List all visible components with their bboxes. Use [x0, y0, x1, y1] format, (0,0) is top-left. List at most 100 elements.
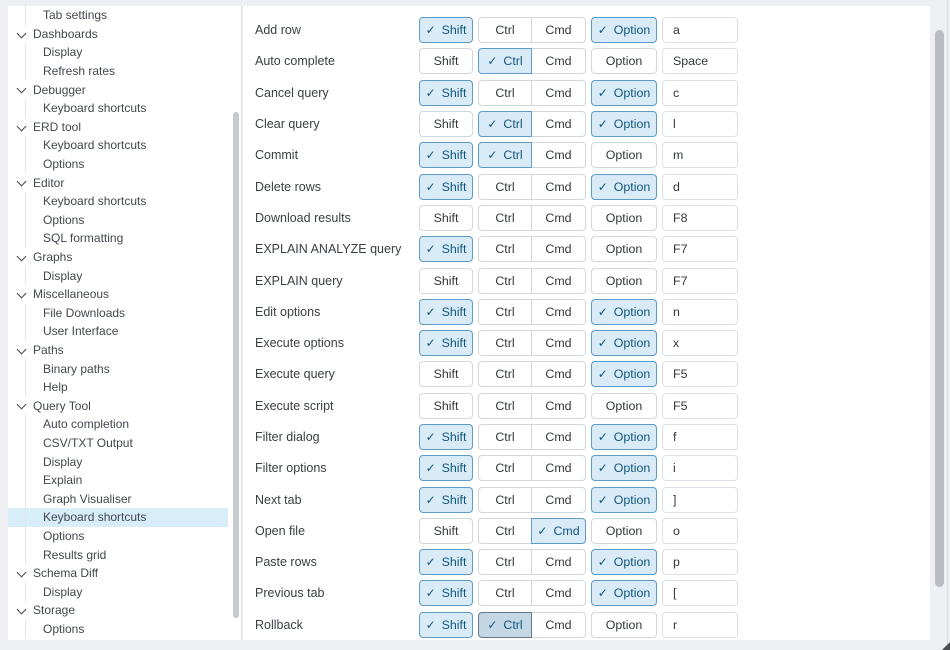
ctrl-toggle-button[interactable]: Ctrl — [478, 17, 532, 44]
sidebar-item-debugger[interactable]: Debugger — [8, 80, 228, 99]
option-toggle-button[interactable]: ✓ Option — [591, 330, 657, 357]
shift-toggle-button[interactable]: Shift — [419, 517, 473, 544]
option-toggle-button[interactable]: ✓ Option — [591, 455, 657, 482]
shift-toggle-button[interactable]: Shift — [419, 111, 473, 138]
ctrl-toggle-button[interactable]: Ctrl — [478, 204, 532, 231]
ctrl-toggle-button[interactable]: Ctrl — [478, 298, 532, 325]
shortcut-key-input[interactable] — [662, 486, 738, 513]
shift-toggle-button[interactable]: ✓ Shift — [419, 549, 473, 576]
chevron-down-icon[interactable] — [17, 178, 25, 186]
cmd-toggle-button[interactable]: Cmd — [531, 392, 586, 419]
chevron-down-icon[interactable] — [17, 346, 25, 354]
option-toggle-button[interactable]: Option — [591, 267, 657, 294]
sidebar-item-tab-settings[interactable]: Tab settings — [8, 6, 228, 25]
shortcut-key-input[interactable] — [662, 236, 738, 263]
ctrl-toggle-button[interactable]: ✓ Ctrl — [478, 611, 532, 638]
cmd-toggle-button[interactable]: Cmd — [531, 111, 586, 138]
sidebar-item-options[interactable]: Options — [8, 210, 228, 230]
shift-toggle-button[interactable]: ✓ Shift — [419, 173, 473, 200]
option-toggle-button[interactable]: ✓ Option — [591, 173, 657, 200]
cmd-toggle-button[interactable]: Cmd — [531, 486, 586, 513]
ctrl-toggle-button[interactable]: Ctrl — [478, 173, 532, 200]
shortcut-key-input[interactable] — [662, 580, 738, 607]
chevron-down-icon[interactable] — [17, 85, 25, 93]
cmd-toggle-button[interactable]: Cmd — [531, 48, 586, 75]
shift-toggle-button[interactable]: ✓ Shift — [419, 455, 473, 482]
chevron-down-icon[interactable] — [17, 30, 25, 38]
cmd-toggle-button[interactable]: Cmd — [531, 549, 586, 576]
sidebar-item-display[interactable]: Display — [8, 582, 228, 601]
sidebar-item-explain[interactable]: Explain — [8, 470, 228, 490]
cmd-toggle-button[interactable]: Cmd — [531, 267, 586, 294]
ctrl-toggle-button[interactable]: Ctrl — [478, 455, 532, 482]
sidebar-item-editor[interactable]: Editor — [8, 173, 228, 192]
sidebar-item-help[interactable]: Help — [8, 377, 228, 397]
chevron-down-icon[interactable] — [17, 401, 25, 409]
ctrl-toggle-button[interactable]: Ctrl — [478, 580, 532, 607]
main-scrollbar-thumb[interactable] — [935, 30, 944, 587]
option-toggle-button[interactable]: Option — [591, 392, 657, 419]
cmd-toggle-button[interactable]: Cmd — [531, 611, 586, 638]
sidebar-item-graph-visualiser[interactable]: Graph Visualiser — [8, 489, 228, 509]
ctrl-toggle-button[interactable]: Ctrl — [478, 549, 532, 576]
shift-toggle-button[interactable]: Shift — [419, 48, 473, 75]
option-toggle-button[interactable]: ✓ Option — [591, 361, 657, 388]
sidebar-item-erd-tool[interactable]: ERD tool — [8, 118, 228, 137]
option-toggle-button[interactable]: ✓ Option — [591, 486, 657, 513]
option-toggle-button[interactable]: ✓ Option — [591, 298, 657, 325]
sidebar-item-graphs[interactable]: Graphs — [8, 248, 228, 267]
sidebar-item-options[interactable]: Options — [8, 154, 228, 174]
ctrl-toggle-button[interactable]: ✓ Ctrl — [478, 48, 532, 75]
shortcut-key-input[interactable] — [662, 392, 738, 419]
shift-toggle-button[interactable]: ✓ Shift — [419, 236, 473, 263]
shortcut-key-input[interactable] — [662, 361, 738, 388]
chevron-down-icon[interactable] — [17, 290, 25, 298]
option-toggle-button[interactable]: Option — [591, 142, 657, 169]
shift-toggle-button[interactable]: Shift — [419, 361, 473, 388]
sidebar-item-query-tool[interactable]: Query Tool — [8, 396, 228, 415]
resize-handle-icon[interactable] — [942, 642, 950, 650]
shortcut-key-input[interactable] — [662, 79, 738, 106]
cmd-toggle-button[interactable]: Cmd — [531, 361, 586, 388]
shortcut-key-input[interactable] — [662, 267, 738, 294]
option-toggle-button[interactable]: ✓ Option — [591, 17, 657, 44]
shortcut-key-input[interactable] — [662, 111, 738, 138]
sidebar-item-display[interactable]: Display — [8, 266, 228, 285]
shift-toggle-button[interactable]: ✓ Shift — [419, 424, 473, 450]
chevron-down-icon[interactable] — [17, 569, 25, 577]
cmd-toggle-button[interactable]: Cmd — [531, 236, 586, 263]
cmd-toggle-button[interactable]: Cmd — [531, 298, 586, 325]
chevron-down-icon[interactable] — [17, 606, 25, 614]
shortcut-key-input[interactable] — [662, 611, 738, 638]
sidebar-item-schema-diff[interactable]: Schema Diff — [8, 564, 228, 583]
sidebar-item-storage[interactable]: Storage — [8, 601, 228, 620]
sidebar-item-file-downloads[interactable]: File Downloads — [8, 303, 228, 323]
ctrl-toggle-button[interactable]: Ctrl — [478, 267, 532, 294]
sidebar-item-paths[interactable]: Paths — [8, 341, 228, 360]
ctrl-toggle-button[interactable]: Ctrl — [478, 330, 532, 357]
cmd-toggle-button[interactable]: Cmd — [531, 455, 586, 482]
option-toggle-button[interactable]: ✓ Option — [591, 424, 657, 450]
cmd-toggle-button[interactable]: Cmd — [531, 330, 586, 357]
sidebar-item-miscellaneous[interactable]: Miscellaneous — [8, 285, 228, 304]
option-toggle-button[interactable]: Option — [591, 611, 657, 638]
shortcut-key-input[interactable] — [662, 48, 738, 75]
shortcut-key-input[interactable] — [662, 173, 738, 200]
cmd-toggle-button[interactable]: Cmd — [531, 173, 586, 200]
sidebar-item-keyboard-shortcuts[interactable]: Keyboard shortcuts — [8, 136, 228, 155]
sidebar-item-refresh-rates[interactable]: Refresh rates — [8, 61, 228, 81]
shift-toggle-button[interactable]: ✓ Shift — [419, 298, 473, 325]
shortcut-key-input[interactable] — [662, 17, 738, 44]
option-toggle-button[interactable]: ✓ Option — [591, 79, 657, 106]
sidebar-item-csv-txt-output[interactable]: CSV/TXT Output — [8, 433, 228, 453]
ctrl-toggle-button[interactable]: Ctrl — [478, 517, 532, 544]
shift-toggle-button[interactable]: ✓ Shift — [419, 330, 473, 357]
sidebar-item-display[interactable]: Display — [8, 43, 228, 62]
shortcut-key-input[interactable] — [662, 424, 738, 450]
sidebar-item-binary-paths[interactable]: Binary paths — [8, 359, 228, 378]
shortcut-key-input[interactable] — [662, 142, 738, 169]
sidebar-item-options[interactable]: Options — [8, 526, 228, 546]
shift-toggle-button[interactable]: Shift — [419, 392, 473, 419]
shift-toggle-button[interactable]: ✓ Shift — [419, 611, 473, 638]
sidebar-item-display[interactable]: Display — [8, 452, 228, 471]
